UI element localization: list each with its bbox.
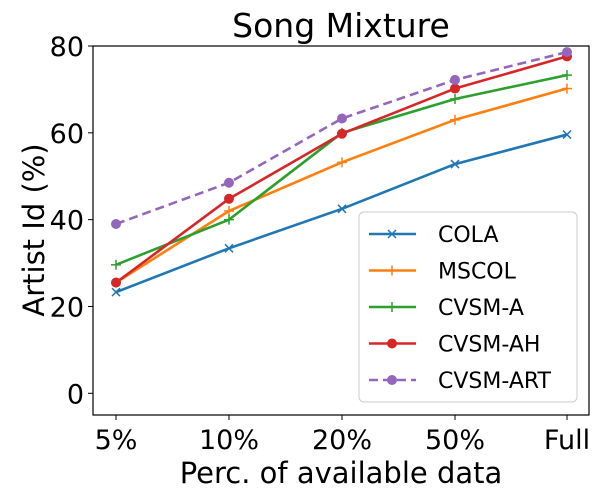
y-tick-label: 20 <box>50 292 84 323</box>
data-point <box>337 128 347 139</box>
data-point <box>224 193 234 204</box>
y-tick-label: 40 <box>50 206 84 237</box>
series-line-cvsm-art <box>115 50 568 226</box>
y-axis-label: Artist Id (%) <box>17 143 51 316</box>
data-point <box>450 93 460 104</box>
legend-label: COLA <box>438 223 499 248</box>
plot-frame <box>92 45 590 416</box>
y-tick-label: 0 <box>67 379 84 410</box>
data-point <box>450 74 460 85</box>
legend-label: MSCOL <box>438 260 517 285</box>
data-point <box>450 83 460 94</box>
legend-marker <box>387 375 397 385</box>
legend-frame <box>358 211 578 403</box>
legend-label: CVSM-AH <box>438 333 540 358</box>
legend-marker <box>387 265 397 276</box>
y-tick-label: 60 <box>50 119 84 150</box>
x-tick-label: Full <box>544 425 590 456</box>
data-point <box>562 47 572 58</box>
data-point <box>224 205 234 216</box>
legend-label: CVSM-ART <box>438 369 552 394</box>
y-tick-label: 80 <box>50 32 84 63</box>
data-point <box>337 113 347 124</box>
x-tick-label: 5% <box>95 425 138 456</box>
legend: COLA MSCOL CVSM-A CVSM-AH CVSM-ART <box>358 211 578 403</box>
data-point <box>450 114 460 125</box>
legend-marker <box>387 229 397 239</box>
data-point <box>337 157 347 168</box>
legend-item-cvsm-art: CVSM-ART <box>369 369 552 394</box>
legend-label: CVSM-A <box>438 296 524 321</box>
x-tick-label: 50% <box>425 425 485 456</box>
legend-marker <box>387 302 397 312</box>
data-point <box>562 70 572 81</box>
data-point <box>111 287 121 297</box>
legend-item-mscol: MSCOL <box>369 260 517 285</box>
legend-item-cola: COLA <box>369 223 499 248</box>
data-point <box>450 159 460 169</box>
data-point <box>224 214 234 225</box>
x-tick-label: 20% <box>312 425 372 456</box>
data-point <box>224 243 234 253</box>
x-tick-label: 10% <box>199 425 259 456</box>
data-point <box>111 218 121 229</box>
legend-item-cvsm-a: CVSM-A <box>369 296 524 321</box>
series-cvsm-ah <box>111 51 572 288</box>
data-point <box>111 277 121 288</box>
data-point <box>224 177 234 188</box>
legend-item-cvsm-ah: CVSM-AH <box>369 333 540 358</box>
x-axis-label: Perc. of available data <box>180 456 503 490</box>
data-point <box>562 83 572 94</box>
series-cvsm-art <box>111 47 572 229</box>
data-point <box>111 259 121 270</box>
legend-marker <box>387 338 397 349</box>
chart-title: Song Mixture <box>232 6 450 45</box>
data-point <box>562 130 572 140</box>
data-point <box>337 204 347 214</box>
series-cola <box>111 130 572 297</box>
